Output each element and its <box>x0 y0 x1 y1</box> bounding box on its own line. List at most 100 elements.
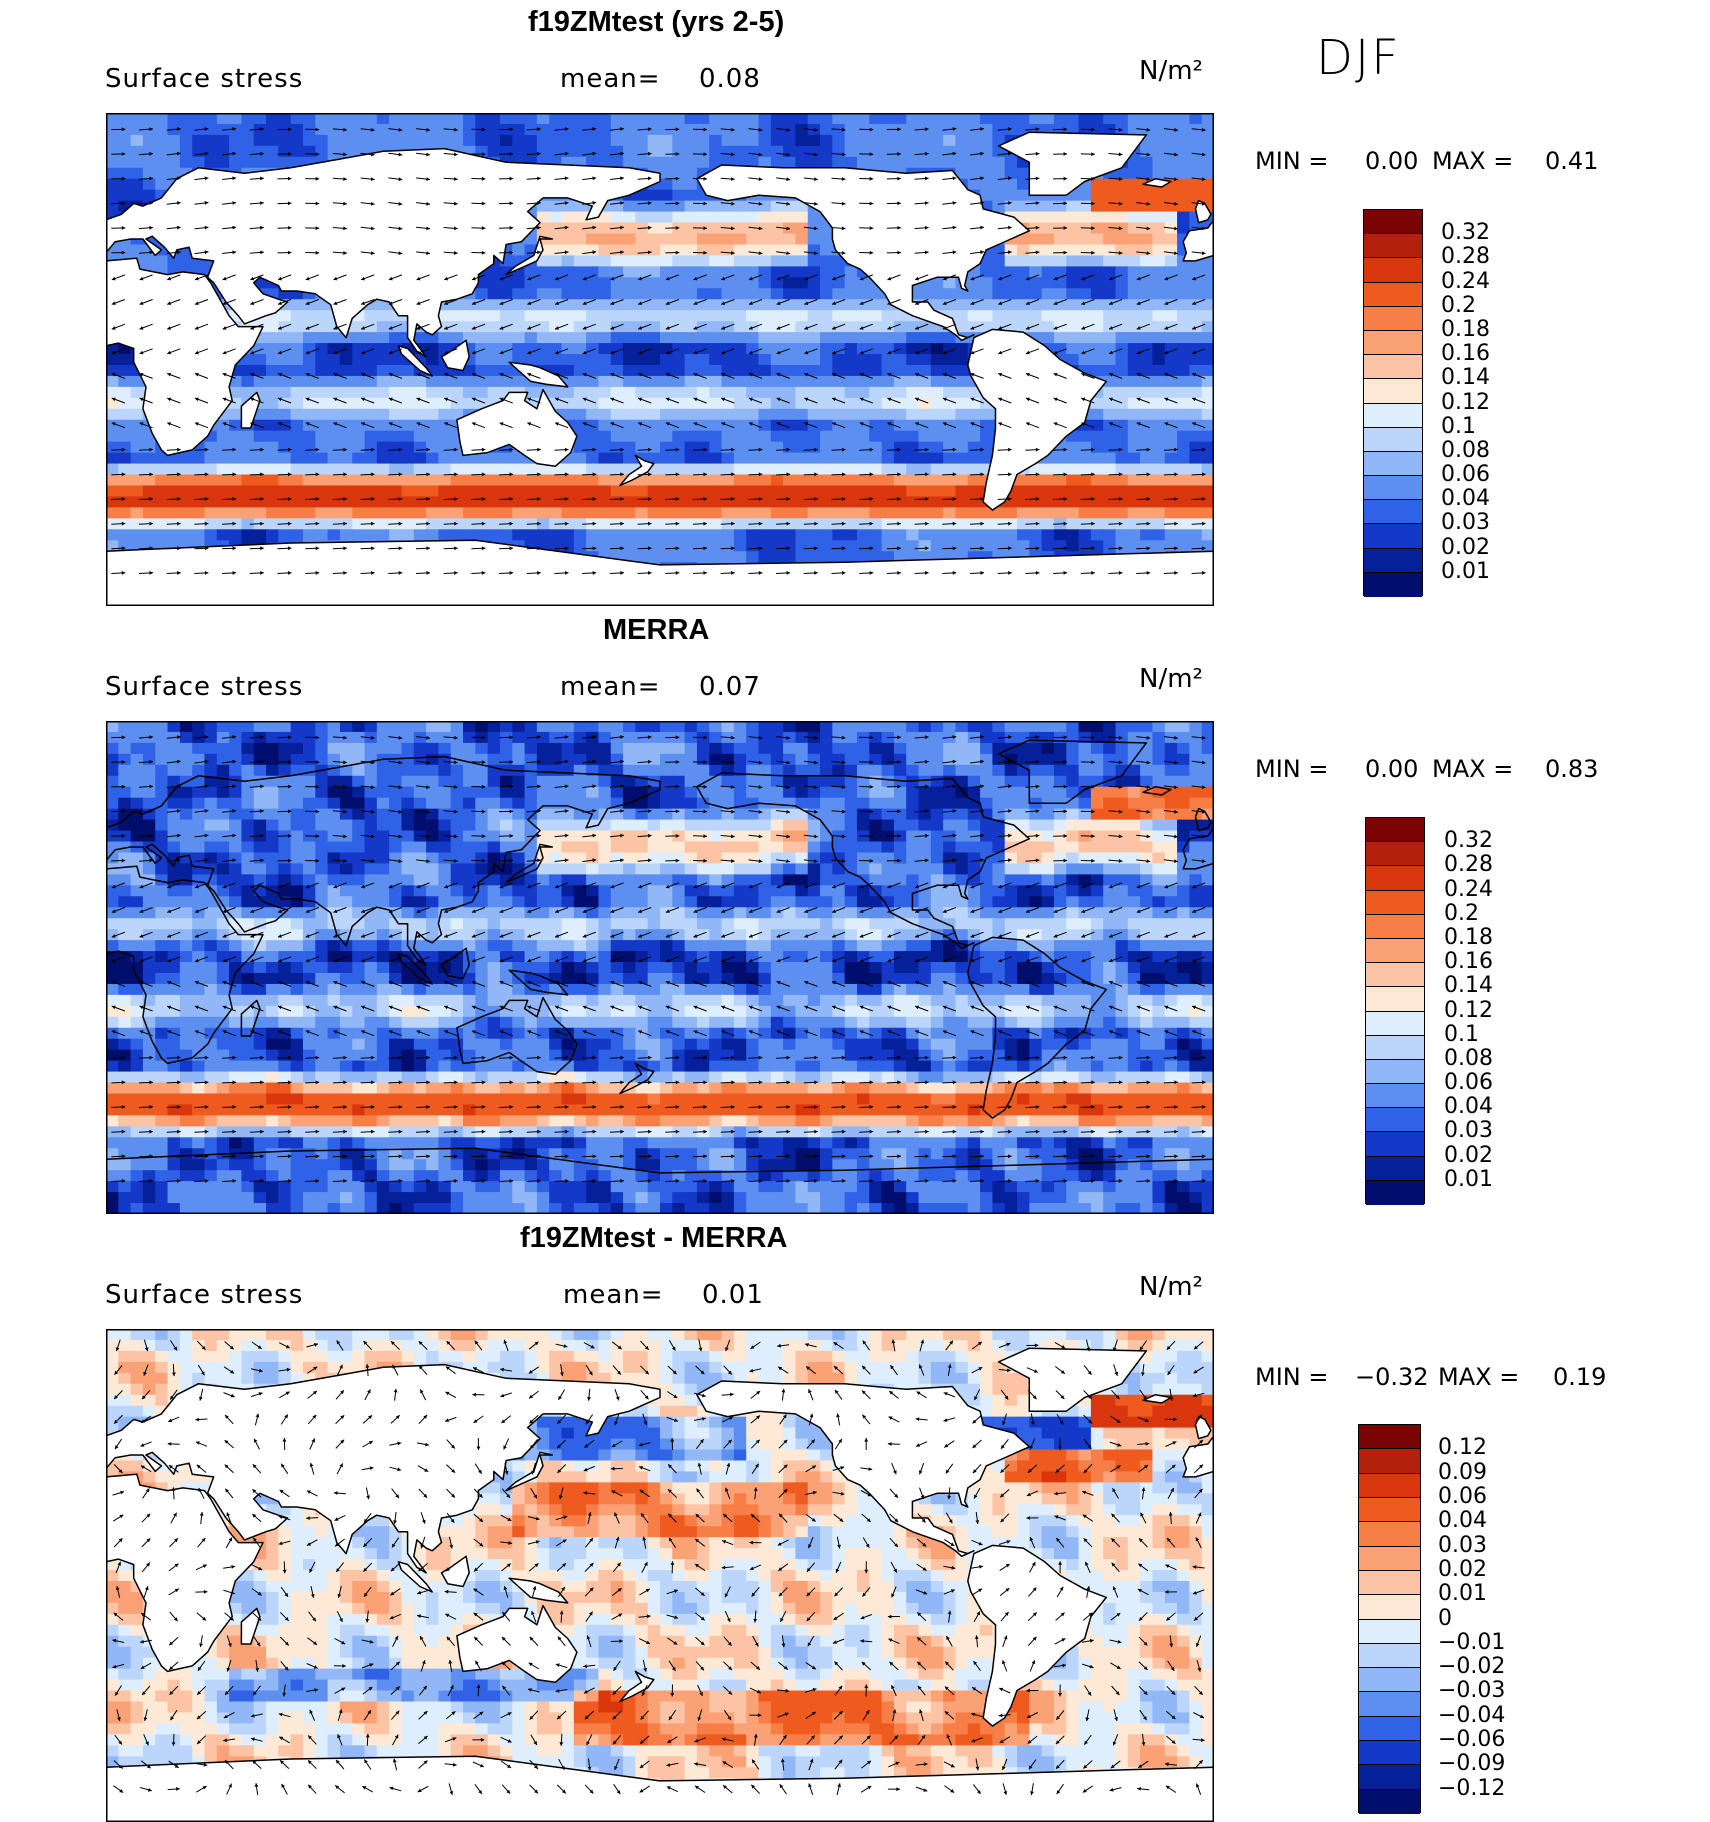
colorbar-tick-label: 0.1 <box>1444 1022 1479 1047</box>
colorbar-box <box>1364 524 1422 548</box>
colorbar-box <box>1366 891 1424 915</box>
colorbar-box <box>1359 1571 1420 1595</box>
mean-label: mean= <box>563 1280 664 1310</box>
min-value: 0.00 <box>1365 755 1418 783</box>
colorbar-boxes <box>1365 817 1425 1204</box>
colorbar-tick-label: 0.01 <box>1444 1167 1493 1192</box>
colorbar-tick-label: 0.02 <box>1438 1557 1487 1582</box>
colorbar-box <box>1364 210 1422 234</box>
colorbar-box <box>1359 1522 1420 1546</box>
min-label: MIN = <box>1255 147 1328 175</box>
variable-label: Surface stress <box>105 64 303 94</box>
colorbar-box <box>1366 1012 1424 1036</box>
colorbar-box <box>1359 1449 1420 1473</box>
colorbar-box <box>1359 1620 1420 1644</box>
colorbar-tick-label: 0.04 <box>1438 1508 1487 1533</box>
units-label: N/m² <box>1139 664 1203 694</box>
colorbar-box <box>1364 500 1422 524</box>
variable-label: Surface stress <box>105 672 303 702</box>
colorbar-box <box>1364 258 1422 282</box>
mean-value: 0.07 <box>699 672 761 702</box>
colorbar-box <box>1366 1084 1424 1108</box>
max-value: 0.83 <box>1545 755 1598 783</box>
colorbar-tick-label: 0.18 <box>1444 925 1493 950</box>
colorbar-box <box>1366 1181 1424 1205</box>
min-value: −0.32 <box>1355 1363 1429 1391</box>
colorbar-box <box>1366 866 1424 890</box>
units-label: N/m² <box>1139 1272 1203 1302</box>
colorbar-tick-label: 0.04 <box>1444 1094 1493 1119</box>
max-label: MAX = <box>1432 147 1513 175</box>
map-model <box>106 113 1214 606</box>
map-merra <box>106 721 1214 1214</box>
colorbar-box <box>1359 1692 1420 1716</box>
colorbar-tick-label: 0.24 <box>1444 877 1493 902</box>
max-label: MAX = <box>1438 1363 1519 1391</box>
colorbar-box <box>1366 842 1424 866</box>
colorbar-box <box>1359 1595 1420 1619</box>
colorbar-tick-label: 0.16 <box>1441 341 1490 366</box>
variable-label: Surface stress <box>105 1280 303 1310</box>
colorbar-tick-label: 0.16 <box>1444 949 1493 974</box>
colorbar-box <box>1364 331 1422 355</box>
colorbar-tick-label: 0.14 <box>1441 365 1490 390</box>
colorbar-tick-label: 0.01 <box>1441 559 1490 584</box>
colorbar-tick-label: 0.08 <box>1444 1046 1493 1071</box>
panel-title: f19ZMtest (yrs 2-5) <box>528 6 784 39</box>
colorbar-box <box>1364 355 1422 379</box>
colorbar-tick-label: 0.03 <box>1441 510 1490 535</box>
colorbar-tick-label: 0.2 <box>1441 293 1476 318</box>
colorbar-box <box>1366 1157 1424 1181</box>
colorbar-tick-label: 0.24 <box>1441 269 1490 294</box>
colorbar-box <box>1364 452 1422 476</box>
colorbar-tick-label: 0.32 <box>1444 828 1493 853</box>
max-label: MAX = <box>1432 755 1513 783</box>
colorbar-tick-label: 0.12 <box>1444 998 1493 1023</box>
colorbar-tick-label: 0.06 <box>1444 1070 1493 1095</box>
colorbar-tick-label: 0.28 <box>1444 852 1493 877</box>
colorbar-boxes <box>1358 1424 1421 1813</box>
colorbar-box <box>1364 549 1422 573</box>
colorbar-box <box>1359 1474 1420 1498</box>
colorbar-tick-label: −0.04 <box>1438 1703 1505 1728</box>
colorbar-box <box>1359 1717 1420 1741</box>
colorbar-box <box>1359 1668 1420 1692</box>
colorbar-tick-label: 0.18 <box>1441 317 1490 342</box>
colorbar-box <box>1364 404 1422 428</box>
map-difference <box>106 1329 1214 1822</box>
colorbar-box <box>1364 476 1422 500</box>
mean-label: mean= <box>560 672 661 702</box>
colorbar-box <box>1364 234 1422 258</box>
colorbar-box <box>1359 1547 1420 1571</box>
colorbar-box <box>1364 379 1422 403</box>
colorbar-box <box>1366 818 1424 842</box>
colorbar-box <box>1364 283 1422 307</box>
colorbar-tick-label: 0.08 <box>1441 438 1490 463</box>
colorbar-tick-label: 0.04 <box>1441 486 1490 511</box>
colorbar-boxes <box>1363 209 1423 596</box>
colorbar-tick-label: −0.03 <box>1438 1678 1505 1703</box>
panel-title: f19ZMtest - MERRA <box>520 1222 787 1255</box>
colorbar-box <box>1366 915 1424 939</box>
colorbar-box <box>1366 939 1424 963</box>
units-label: N/m² <box>1139 56 1203 86</box>
colorbar-tick-label: −0.06 <box>1438 1727 1505 1752</box>
colorbar-tick-label: −0.09 <box>1438 1751 1505 1776</box>
colorbar-tick-label: 0.02 <box>1444 1143 1493 1168</box>
colorbar-tick-label: 0.09 <box>1438 1460 1487 1485</box>
mean-value: 0.01 <box>702 1280 764 1310</box>
colorbar-tick-label: 0.2 <box>1444 901 1479 926</box>
mean-value: 0.08 <box>699 64 761 94</box>
colorbar-tick-label: 0.1 <box>1441 414 1476 439</box>
colorbar-tick-label: −0.02 <box>1438 1654 1505 1679</box>
mean-label: mean= <box>560 64 661 94</box>
min-value: 0.00 <box>1365 147 1418 175</box>
colorbar-box <box>1366 963 1424 987</box>
colorbar-box <box>1364 573 1422 597</box>
colorbar-tick-label: 0 <box>1438 1606 1452 1631</box>
colorbar-tick-label: 0.03 <box>1438 1533 1487 1558</box>
colorbar-tick-label: 0.12 <box>1441 390 1490 415</box>
min-label: MIN = <box>1255 755 1328 783</box>
season-label: DJF <box>1316 30 1401 86</box>
colorbar-box <box>1364 428 1422 452</box>
